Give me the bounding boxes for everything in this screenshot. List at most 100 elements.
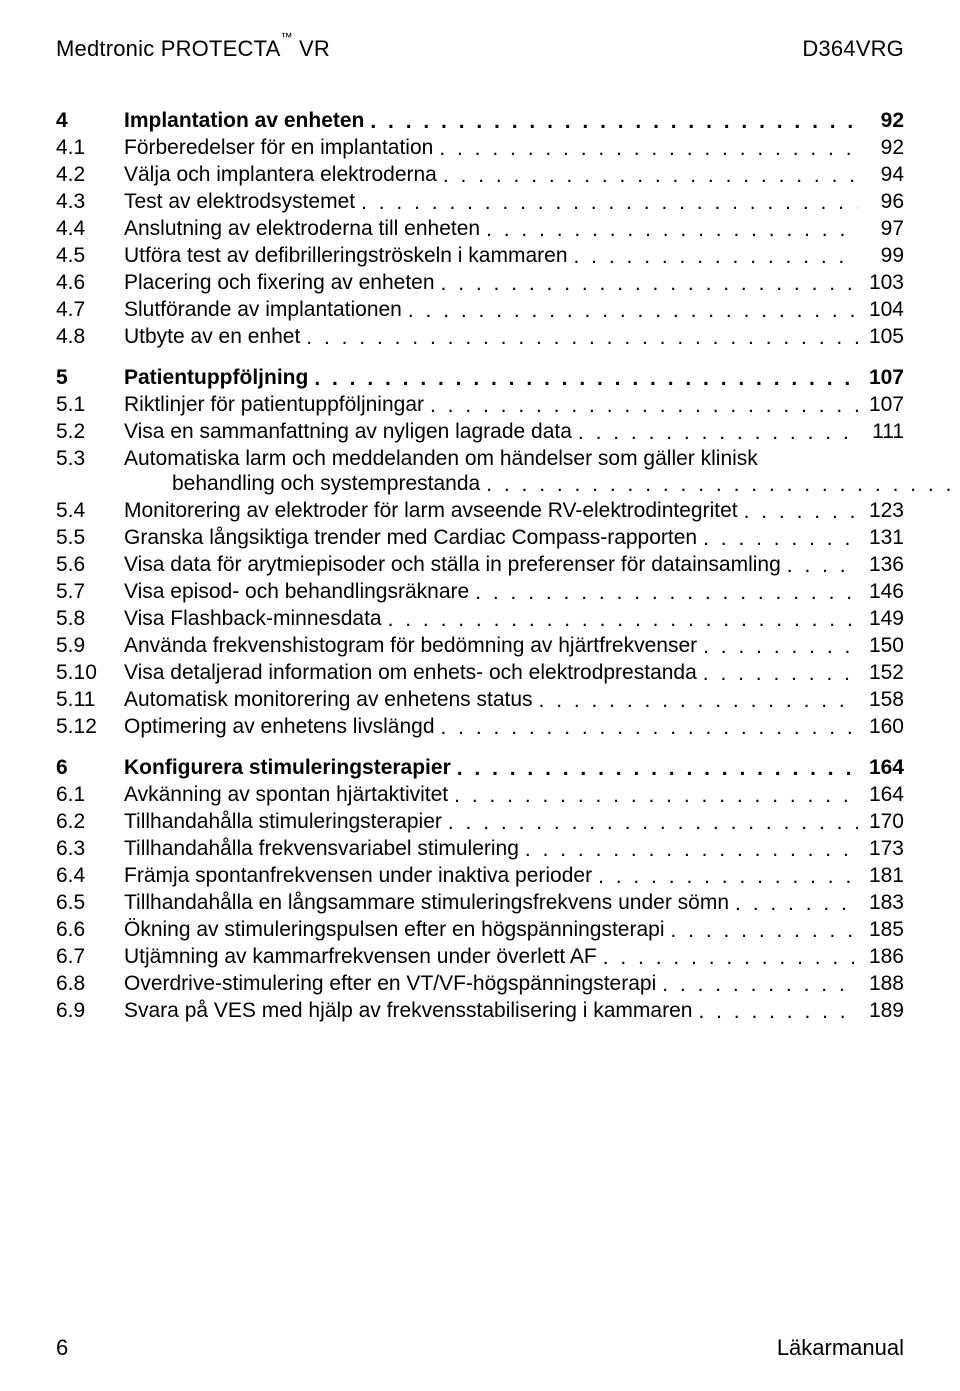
toc-number: 4.8 [56, 326, 124, 347]
toc-row: 5.7Visa episod- och behandlingsräknare .… [56, 581, 904, 602]
toc-number: 5.11 [56, 689, 124, 710]
toc-title-col: Overdrive-stimulering efter en VT/VF-hög… [124, 973, 858, 994]
toc-title-col: Anslutning av elektroderna till enheten … [124, 218, 858, 239]
toc-row: 5.5Granska långsiktiga trender med Cardi… [56, 527, 904, 548]
toc-title: Välja och implantera elektroderna [124, 164, 437, 185]
toc-page: 189 [858, 1000, 904, 1021]
toc-leader: . . . . . . . . . . . . . . . . . . . . … [665, 920, 859, 941]
toc-number: 4.7 [56, 299, 124, 320]
toc-page: 111 [858, 421, 904, 442]
toc-section: 6Konfigurera stimuleringsterapier . . . … [56, 757, 904, 1021]
toc-page: 92 [858, 110, 904, 131]
page-header: Medtronic PROTECTA™ VR D364VRG [56, 36, 904, 62]
trademark-symbol: ™ [280, 30, 292, 44]
toc-section: 5Patientuppföljning . . . . . . . . . . … [56, 367, 904, 737]
toc-leader: . . . . . . . . . . . . . . . . . . . . … [697, 636, 858, 657]
toc-page: 105 [858, 326, 904, 347]
toc-title-col: Riktlinjer för patientuppföljningar . . … [124, 394, 858, 415]
toc-number: 5.9 [56, 635, 124, 656]
toc-leader: . . . . . . . . . . . . . . . . . . . . … [308, 368, 858, 389]
toc-page: 96 [858, 191, 904, 212]
toc-leader: . . . . . . . . . . . . . . . . . . . . … [382, 609, 858, 630]
toc-title-col: Visa Flashback-minnesdata . . . . . . . … [124, 608, 858, 629]
document-page: Medtronic PROTECTA™ VR D364VRG 4Implanta… [0, 0, 960, 1391]
toc-number: 5.5 [56, 527, 124, 548]
toc-leader: . . . . . . . . . . . . . . . . . . . . … [480, 219, 858, 240]
toc-leader: . . . . . . . . . . . . . . . . . . . . … [402, 300, 858, 321]
toc-page: 183 [858, 892, 904, 913]
toc-title: Monitorering av elektroder för larm avse… [124, 500, 738, 521]
toc-page: 173 [858, 838, 904, 859]
toc-leader: . . . . . . . . . . . . . . . . . . . . … [435, 717, 858, 738]
toc-title-line2: behandling och systemprestanda [124, 473, 480, 494]
toc-number: 6.2 [56, 811, 124, 832]
toc-leader: . . . . . . . . . . . . . . . . . . . . … [424, 395, 858, 416]
toc-number: 4.2 [56, 164, 124, 185]
toc-row: 5.9Använda frekvenshistogram för bedömni… [56, 635, 904, 656]
toc-title-col: Utföra test av defibrilleringströskeln i… [124, 245, 858, 266]
toc-leader: . . . . . . . . . . . . . . . . . . . . … [364, 111, 858, 132]
toc-leader: . . . . . . . . . . . . . . . . . . . . … [597, 947, 858, 968]
toc-leader: . . . . . . . . . . . . . . . . . . . . … [697, 528, 858, 549]
toc-row: 5.1Riktlinjer för patientuppföljningar .… [56, 394, 904, 415]
toc-row: 5.8Visa Flashback-minnesdata . . . . . .… [56, 608, 904, 629]
toc-title-col: Främja spontanfrekvensen under inaktiva … [124, 865, 858, 886]
toc-number: 6.5 [56, 892, 124, 913]
toc-row: 4.1Förberedelser för en implantation . .… [56, 137, 904, 158]
toc-title: Patientuppföljning [124, 367, 308, 388]
toc-title: Avkänning av spontan hjärtaktivitet [124, 784, 448, 805]
toc-title-col: Visa data för arytmiepisoder och ställa … [124, 554, 858, 575]
toc-page: 123 [858, 500, 904, 521]
toc-page: 158 [858, 689, 904, 710]
toc-page: 186 [858, 946, 904, 967]
toc-leader: . . . . . . . . . . . . . . . . . . . . … [355, 192, 858, 213]
toc-page: 150 [858, 635, 904, 656]
toc-number: 5.12 [56, 716, 124, 737]
table-of-contents: 4Implantation av enheten . . . . . . . .… [56, 110, 904, 1021]
toc-leader: . . . . . . . . . . . . . . . . . . . . … [433, 138, 858, 159]
toc-title-col: Visa en sammanfattning av nyligen lagrad… [124, 421, 858, 442]
toc-title-col: Konfigurera stimuleringsterapier . . . .… [124, 757, 858, 778]
toc-row: 4.5Utföra test av defibrilleringströskel… [56, 245, 904, 266]
toc-title: Visa detaljerad information om enhets- o… [124, 662, 697, 683]
toc-title: Visa en sammanfattning av nyligen lagrad… [124, 421, 572, 442]
toc-row: 6.7Utjämning av kammarfrekvensen under ö… [56, 946, 904, 967]
toc-title-line1: Automatiska larm och meddelanden om händ… [124, 448, 960, 469]
toc-number: 5.10 [56, 662, 124, 683]
toc-title-col: Utbyte av en enhet . . . . . . . . . . .… [124, 326, 858, 347]
toc-title-col: Monitorering av elektroder för larm avse… [124, 500, 858, 521]
toc-title-col: Granska långsiktiga trender med Cardiac … [124, 527, 858, 548]
toc-row: 6.6Ökning av stimuleringspulsen efter en… [56, 919, 904, 940]
toc-title-col: Svara på VES med hjälp av frekvensstabil… [124, 1000, 858, 1021]
toc-page: 188 [858, 973, 904, 994]
toc-title-col: Automatiska larm och meddelanden om händ… [124, 448, 960, 494]
toc-row: 6.5Tillhandahålla en långsammare stimule… [56, 892, 904, 913]
toc-leader: . . . . . . . . . . . . . . . . . . . . … [300, 327, 858, 348]
toc-title: Optimering av enhetens livslängd [124, 716, 435, 737]
toc-page: 103 [858, 272, 904, 293]
toc-row: 4.6Placering och fixering av enheten . .… [56, 272, 904, 293]
toc-number: 5.8 [56, 608, 124, 629]
toc-title-col: Patientuppföljning . . . . . . . . . . .… [124, 367, 858, 388]
toc-title: Overdrive-stimulering efter en VT/VF-hög… [124, 973, 656, 994]
toc-row: 5.6Visa data för arytmiepisoder och stäl… [56, 554, 904, 575]
toc-title: Implantation av enheten [124, 110, 364, 131]
toc-title: Utjämning av kammarfrekvensen under över… [124, 946, 597, 967]
toc-title-col: Tillhandahålla frekvensvariabel stimuler… [124, 838, 858, 859]
toc-page: 131 [858, 527, 904, 548]
toc-leader: . . . . . . . . . . . . . . . . . . . . … [592, 866, 858, 887]
toc-title-col: Optimering av enhetens livslängd . . . .… [124, 716, 858, 737]
toc-number: 4.5 [56, 245, 124, 266]
toc-page: 94 [858, 164, 904, 185]
toc-row: 5.2Visa en sammanfattning av nyligen lag… [56, 421, 904, 442]
toc-number: 4 [56, 110, 124, 131]
toc-title-col: Förberedelser för en implantation . . . … [124, 137, 858, 158]
toc-number: 6.8 [56, 973, 124, 994]
toc-number: 4.3 [56, 191, 124, 212]
toc-title: Svara på VES med hjälp av frekvensstabil… [124, 1000, 692, 1021]
toc-title-col: Tillhandahålla stimuleringsterapier . . … [124, 811, 858, 832]
toc-title-line2-row: behandling och systemprestanda . . . . .… [124, 473, 960, 494]
toc-leader: . . . . . . . . . . . . . . . . . . . . … [469, 582, 858, 603]
toc-number: 4.6 [56, 272, 124, 293]
toc-title-col: Tillhandahålla en långsammare stimulerin… [124, 892, 858, 913]
